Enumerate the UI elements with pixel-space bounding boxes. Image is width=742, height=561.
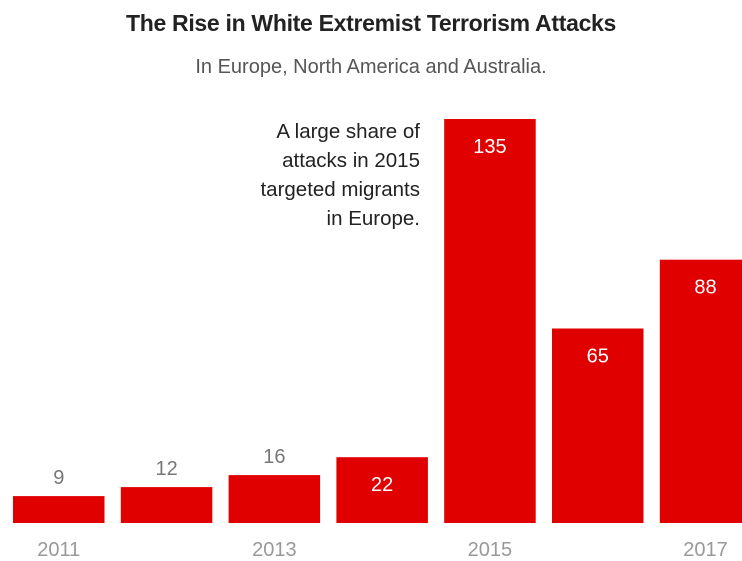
annotation-line-4: in Europe. xyxy=(326,207,420,230)
bar-value-label-2017: 88 xyxy=(694,277,716,299)
bar-value-label-2014: 22 xyxy=(371,474,393,496)
chart-title: The Rise in White Extremist Terrorism At… xyxy=(125,10,617,36)
x-tick-label-2013: 2013 xyxy=(252,539,297,561)
annotation-line-3: targeted migrants xyxy=(260,178,420,201)
chart-annotation: A large share of attacks in 2015 targete… xyxy=(180,117,420,233)
bar-2013 xyxy=(228,475,321,523)
annotation-line-2: attacks in 2015 xyxy=(282,149,420,172)
x-tick-label-2015: 2015 xyxy=(468,539,513,561)
bar-2014 xyxy=(336,457,428,523)
annotation-line-1: A large share of xyxy=(276,120,420,143)
x-tick-label-2017: 2017 xyxy=(683,539,728,561)
bar-2015 xyxy=(444,119,536,523)
bar-value-label-2011: 9 xyxy=(53,467,64,489)
x-tick-label-2011: 2011 xyxy=(37,539,80,561)
bar-value-label-2015: 135 xyxy=(473,136,506,158)
bar-2016 xyxy=(552,328,644,523)
bar-2012 xyxy=(120,487,213,523)
bar-value-label-2013: 16 xyxy=(263,446,285,468)
bar-value-label-2016: 65 xyxy=(587,346,609,368)
chart-subtitle: In Europe, North America and Australia. xyxy=(195,56,547,78)
bar-value-label-2012: 12 xyxy=(155,458,177,480)
bar-2017 xyxy=(659,259,742,523)
bar-2011 xyxy=(13,496,105,523)
